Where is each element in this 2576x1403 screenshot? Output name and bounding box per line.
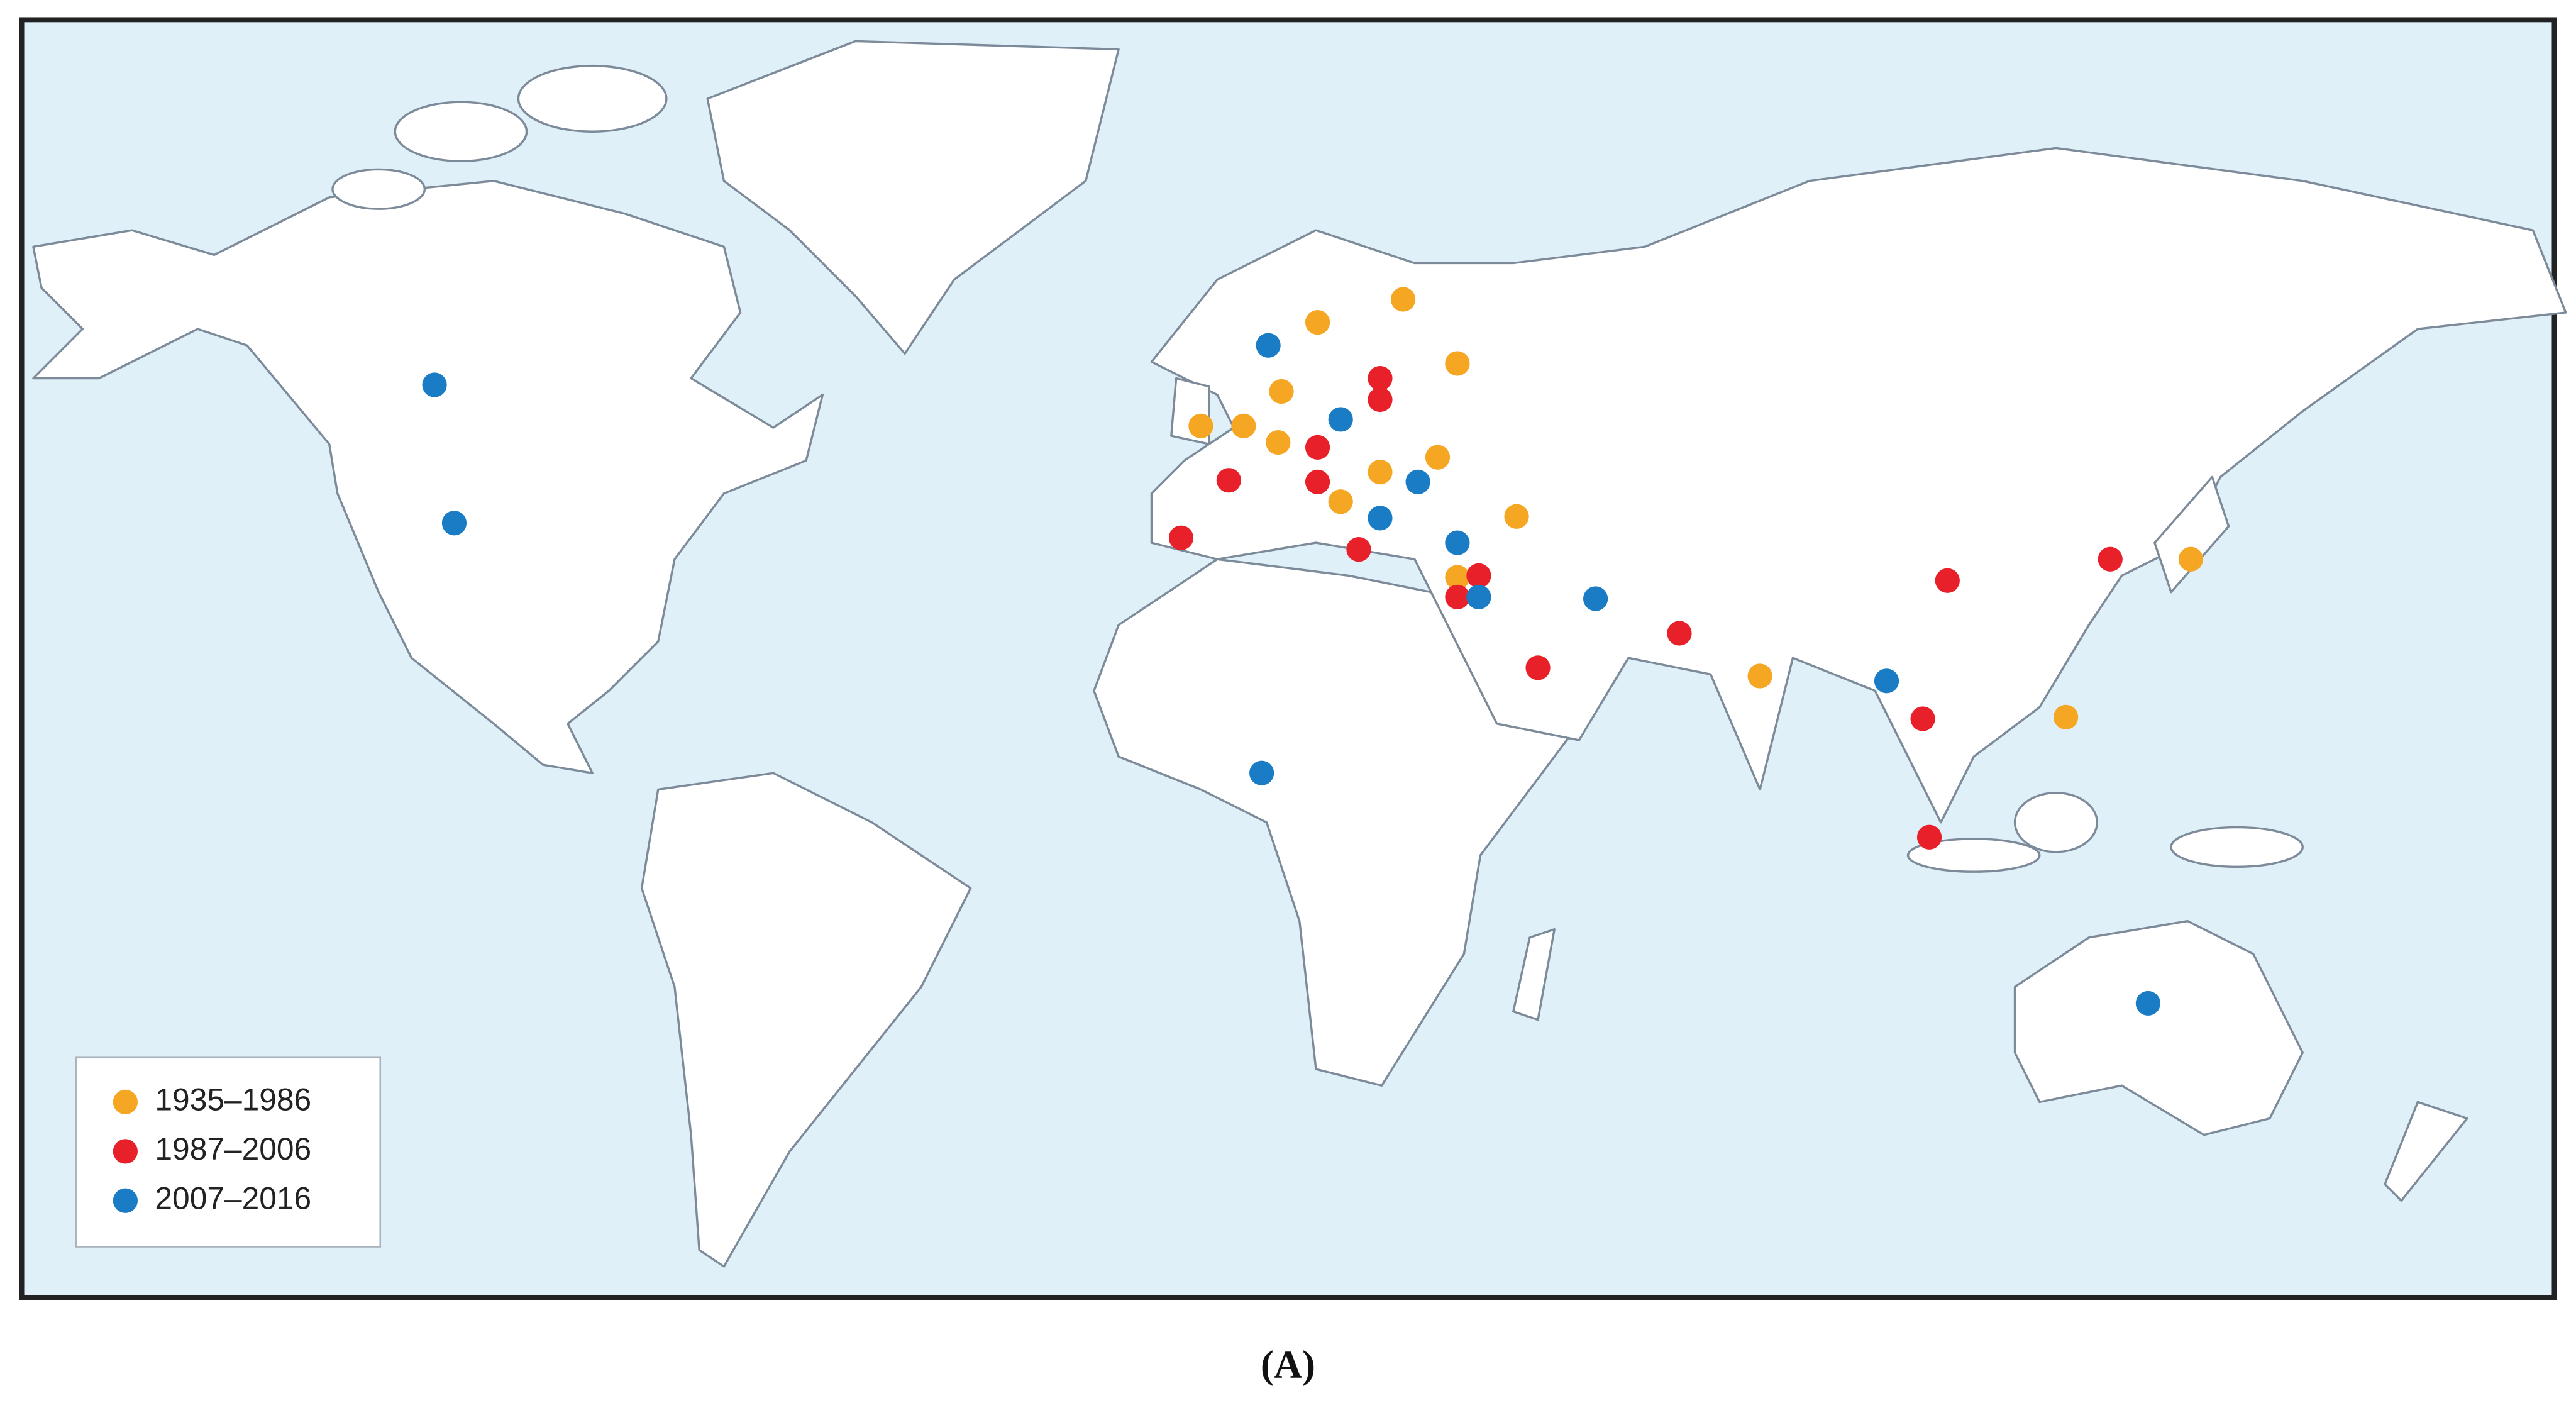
dots-2007-2016 (422, 333, 2161, 1016)
dots-1987-2006 (1168, 365, 2123, 850)
dot (1504, 504, 1529, 529)
dot (1466, 563, 1491, 589)
dot (1368, 365, 1393, 391)
australia (2013, 919, 2304, 1136)
dot (1305, 435, 1330, 460)
dots-1935-1986 (1188, 287, 2204, 729)
africa (1093, 558, 1581, 1087)
legend-swatch (113, 1089, 138, 1114)
dot (1390, 287, 1416, 312)
legend-label: 2007–2016 (155, 1180, 311, 1216)
dot (1525, 655, 1551, 680)
dot (1305, 310, 1330, 335)
dot (1445, 351, 1470, 376)
landmasses (32, 40, 2567, 1268)
dot (1445, 584, 1470, 610)
dot (1368, 387, 1393, 413)
dot (441, 511, 467, 536)
dot (1935, 568, 1960, 593)
dot (1368, 460, 1393, 485)
dot (1445, 565, 1470, 590)
dot (2135, 990, 2161, 1016)
legend-swatch (113, 1139, 138, 1164)
legend-swatch (113, 1188, 138, 1213)
island (1906, 838, 2041, 873)
island (2170, 826, 2304, 868)
legend: 1935–1986 1987–2006 2007–2016 (75, 1056, 382, 1248)
arctic-island (517, 64, 668, 133)
dot (1916, 824, 1942, 850)
dot (1256, 333, 1281, 358)
dot (1249, 760, 1274, 785)
dot (1269, 379, 1294, 404)
dot (2098, 546, 2123, 572)
caption: (A) (1261, 1342, 1315, 1386)
dot (1231, 413, 1256, 439)
south-america (640, 772, 972, 1268)
dot (1874, 668, 1899, 694)
dot (1445, 530, 1470, 555)
dot (1328, 489, 1353, 514)
dot (1188, 413, 1213, 439)
eurasia (1150, 147, 2567, 824)
dot (1328, 407, 1353, 432)
dot (1466, 584, 1491, 610)
island (2013, 791, 2099, 853)
dot (1667, 621, 1692, 646)
outbreak-dots (422, 287, 2204, 1016)
madagascar (1512, 928, 1556, 1021)
dot (1346, 536, 1371, 562)
greenland (706, 40, 1120, 355)
dot (2054, 704, 2079, 729)
arctic-island (394, 101, 528, 163)
dot (1747, 663, 1772, 689)
dot (1216, 468, 1241, 493)
dot (1368, 506, 1393, 531)
north-america (32, 180, 824, 774)
new-zealand (2384, 1101, 2468, 1202)
dot (1405, 469, 1430, 494)
dot (1910, 706, 1935, 731)
dot (1168, 525, 1194, 550)
dot (1425, 445, 1451, 470)
dot (422, 372, 447, 397)
legend-label: 1987–2006 (155, 1131, 311, 1167)
dot (1266, 430, 1291, 455)
legend-label: 1935–1986 (155, 1082, 311, 1117)
dot (2178, 546, 2204, 572)
arctic-island (331, 168, 426, 210)
dot (1583, 586, 1608, 611)
dot (1305, 469, 1330, 494)
japan (2153, 475, 2230, 594)
